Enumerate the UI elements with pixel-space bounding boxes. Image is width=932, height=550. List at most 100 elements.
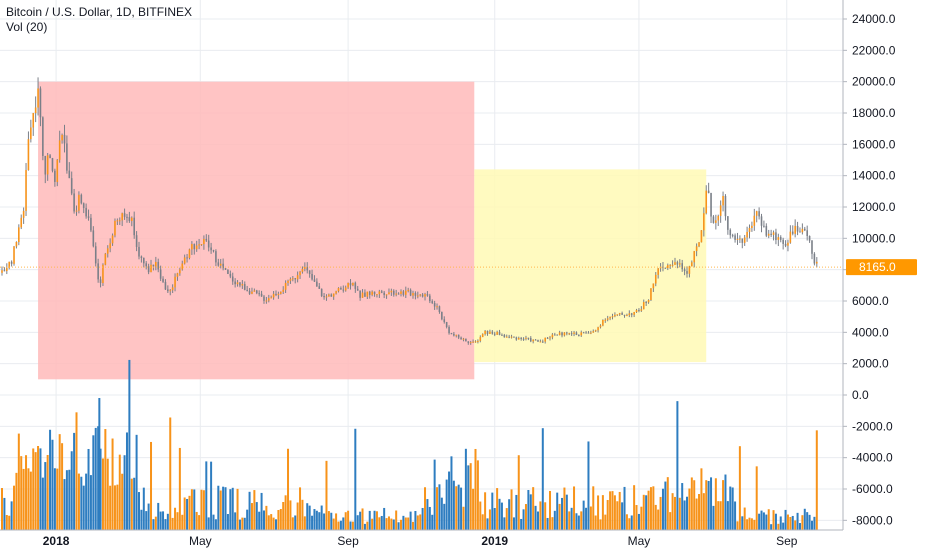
volume-bar — [774, 513, 777, 530]
volume-bar — [27, 468, 30, 530]
volume-bar — [133, 477, 136, 530]
volume-bar — [671, 493, 674, 530]
volume-bar — [20, 456, 23, 530]
candle-body — [592, 331, 595, 333]
volume-bar — [70, 451, 73, 530]
candle-body — [705, 190, 708, 214]
x-tick-label: Sep — [776, 534, 798, 548]
volume-bar — [433, 459, 436, 530]
volume-bar — [61, 443, 64, 530]
volume-bar — [652, 486, 655, 530]
candle-body — [46, 155, 49, 175]
volume-bar — [758, 513, 761, 530]
volume-bar — [512, 517, 515, 530]
candle-body — [378, 291, 381, 295]
candle-body — [328, 294, 330, 297]
candle-body — [296, 275, 299, 280]
candle-body — [722, 196, 724, 206]
candle-body — [58, 140, 61, 160]
volume-bar — [193, 489, 196, 530]
candle-body — [585, 332, 587, 334]
candle-body — [782, 239, 784, 244]
volume-bar — [236, 488, 239, 530]
candle-body — [417, 295, 419, 297]
volume-bar — [575, 513, 578, 530]
volume-bar — [183, 497, 186, 530]
candle-body — [236, 282, 239, 285]
candle-body — [525, 337, 527, 339]
volume-bar — [174, 507, 177, 530]
volume-bar — [779, 516, 782, 530]
y-tick-label: 16000.0 — [852, 137, 896, 151]
volume-bar — [553, 510, 556, 530]
volume-bar — [188, 495, 191, 530]
volume-bar — [267, 515, 270, 530]
candle-body — [671, 264, 674, 266]
candle-body — [51, 158, 54, 171]
volume-bar — [717, 501, 720, 530]
volume-bar — [585, 507, 588, 530]
volume-bar — [15, 472, 18, 530]
volume-bar — [289, 500, 292, 530]
candle-body — [20, 217, 23, 228]
candle-body — [27, 139, 30, 171]
volume-bar — [308, 505, 311, 530]
candle-body — [491, 331, 494, 334]
candle-body — [231, 276, 234, 282]
candle-body — [556, 334, 559, 336]
volume-bar — [520, 518, 523, 530]
volume-bar — [791, 515, 794, 530]
volume-bars — [1, 359, 818, 530]
candle-body — [255, 290, 258, 294]
volume-bar — [344, 512, 347, 530]
volume-bar — [275, 519, 278, 530]
y-tick-label: 10000.0 — [852, 231, 896, 245]
volume-bar — [320, 505, 323, 530]
volume-bar — [272, 517, 275, 530]
candle-body — [496, 331, 498, 335]
candle-body — [758, 211, 760, 217]
volume-bar — [217, 485, 220, 530]
volume-bar — [8, 515, 11, 530]
volume-bar — [616, 501, 619, 530]
candle-body — [796, 225, 799, 232]
candle-body — [138, 246, 140, 257]
candle-body — [32, 113, 35, 128]
volume-bar — [339, 520, 342, 530]
candle-body — [395, 293, 397, 295]
volume-bar — [414, 510, 417, 530]
candle-body — [277, 293, 280, 295]
candle-body — [167, 289, 169, 292]
candle-body — [611, 316, 614, 318]
volume-bar — [56, 468, 59, 530]
volume-bar — [219, 490, 222, 530]
volume-bar — [705, 480, 708, 530]
volume-bar — [527, 490, 530, 530]
volume-bar — [726, 501, 729, 530]
candle-body — [325, 296, 328, 298]
volume-bar — [145, 511, 148, 530]
volume-bar — [392, 519, 395, 530]
volume-bar — [443, 503, 446, 530]
volume-bar — [63, 479, 66, 530]
volume-bar — [810, 520, 813, 530]
y-tick-label: 2000.0 — [852, 357, 889, 371]
volume-bar — [210, 461, 213, 530]
candle-body — [484, 330, 486, 334]
candle-body — [443, 319, 446, 323]
volume-bar — [375, 511, 378, 530]
candle-body — [438, 306, 441, 312]
volume-bar — [238, 519, 241, 530]
candle-body — [193, 244, 196, 250]
volume-bar — [130, 478, 133, 530]
candle-body — [650, 288, 652, 301]
candle-body — [731, 235, 734, 237]
y-tick-label: -4000.0 — [852, 451, 893, 465]
volume-bar — [558, 503, 561, 530]
candle-body — [510, 336, 513, 338]
candle-body — [808, 235, 811, 241]
candle-body — [609, 316, 611, 319]
candle-body — [361, 292, 364, 298]
